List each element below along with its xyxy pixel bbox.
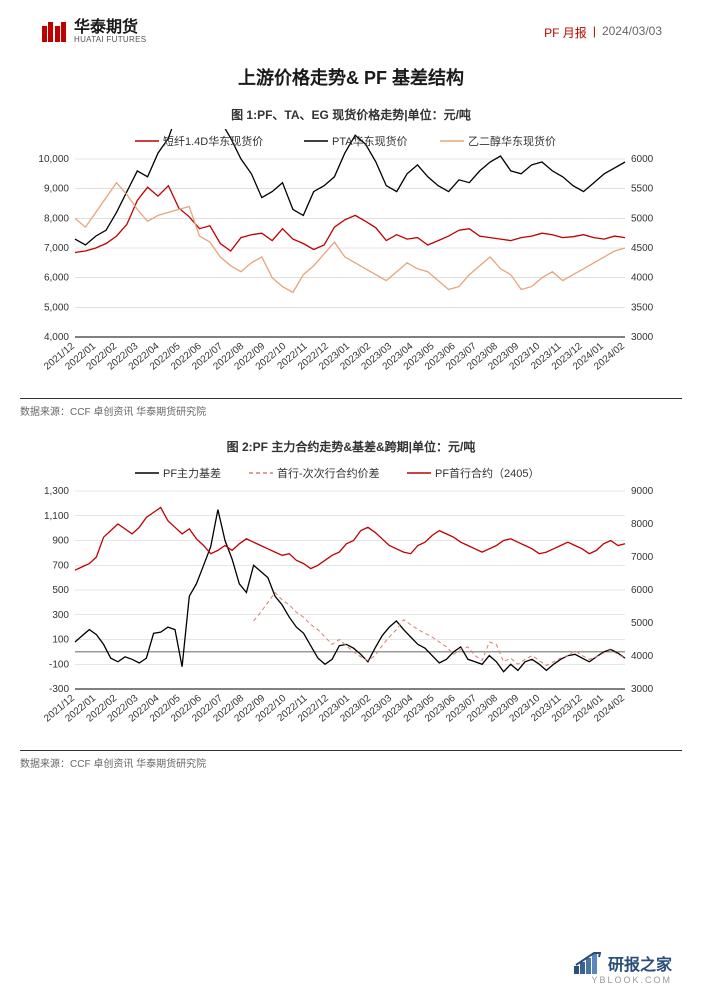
svg-text:6,000: 6,000 [44, 273, 69, 284]
svg-text:乙二醇华东现货价: 乙二醇华东现货价 [468, 134, 556, 148]
chart-1-title: 图 1:PF、TA、EG 现货价格走势|单位：元/吨 [20, 106, 682, 123]
svg-text:3000: 3000 [631, 332, 654, 343]
watermark-url: YBLOOK.COM [591, 975, 672, 985]
svg-text:5500: 5500 [631, 184, 654, 195]
watermark-text: 研报之家 [608, 951, 672, 975]
svg-text:4000: 4000 [631, 651, 654, 662]
svg-text:-100: -100 [49, 659, 69, 670]
svg-text:首行-次次行合约价差: 首行-次次行合约价差 [277, 466, 380, 480]
main-title: 上游价格走势& PF 基差结构 [0, 64, 702, 90]
svg-text:1,300: 1,300 [44, 486, 69, 497]
svg-text:9000: 9000 [631, 486, 654, 497]
svg-text:短纤1.4D华东现货价: 短纤1.4D华东现货价 [163, 134, 263, 148]
svg-text:4,000: 4,000 [44, 332, 69, 343]
svg-text:8000: 8000 [631, 519, 654, 530]
chart-2-title: 图 2:PF 主力合约走势&基差&跨期|单位：元/吨 [20, 438, 682, 455]
svg-text:PTA华东现货价: PTA华东现货价 [332, 134, 408, 148]
svg-text:700: 700 [52, 560, 69, 571]
logo-en-text: HUATAI FUTURES [74, 36, 146, 44]
logo-cn-text: 华泰期货 [74, 20, 146, 36]
watermark-icon [574, 952, 602, 974]
huatai-logo-icon [40, 18, 68, 46]
logo: 华泰期货 HUATAI FUTURES [40, 18, 146, 46]
chart-1-container: 图 1:PF、TA、EG 现货价格走势|单位：元/吨 4,000 5,000 6,0… [20, 106, 682, 394]
svg-text:1,100: 1,100 [44, 511, 69, 522]
chart-1-source: 数据来源：CCF 卓创资讯 华泰期货研究院 [20, 398, 682, 418]
svg-text:PF首行合约（2405）: PF首行合约（2405） [435, 466, 540, 480]
svg-text:5000: 5000 [631, 618, 654, 629]
report-type: PF 月报 [544, 24, 587, 41]
svg-text:500: 500 [52, 585, 69, 596]
svg-text:10,000: 10,000 [38, 154, 69, 165]
svg-text:PF主力基差: PF主力基差 [163, 466, 221, 480]
report-sep: | [593, 24, 596, 41]
chart-2-container: 图 2:PF 主力合约走势&基差&跨期|单位：元/吨 -300 -100 100 30… [20, 438, 682, 746]
svg-text:8,000: 8,000 [44, 213, 69, 224]
svg-text:7,000: 7,000 [44, 243, 69, 254]
svg-text:6000: 6000 [631, 585, 654, 596]
svg-text:3000: 3000 [631, 684, 654, 695]
svg-text:100: 100 [52, 635, 69, 646]
svg-text:900: 900 [52, 536, 69, 547]
chart-2: -300 -100 100 300 500 700 900 1,100 1,300 3000 400… [20, 461, 680, 741]
svg-text:5000: 5000 [631, 213, 654, 224]
svg-text:300: 300 [52, 610, 69, 621]
svg-text:-300: -300 [49, 684, 69, 695]
svg-text:4000: 4000 [631, 273, 654, 284]
chart-2-source: 数据来源：CCF 卓创资讯 华泰期货研究院 [20, 750, 682, 770]
header-right: PF 月报 | 2024/03/03 [544, 24, 662, 41]
svg-text:4500: 4500 [631, 243, 654, 254]
chart-1: 4,000 5,000 6,000 7,000 8,000 9,000 10,000 3000… [20, 129, 680, 389]
svg-text:7000: 7000 [631, 552, 654, 563]
report-date: 2024/03/03 [602, 24, 662, 41]
svg-text:9,000: 9,000 [44, 184, 69, 195]
svg-text:3500: 3500 [631, 302, 654, 313]
svg-text:5,000: 5,000 [44, 302, 69, 313]
svg-text:6000: 6000 [631, 154, 654, 165]
page-header: 华泰期货 HUATAI FUTURES PF 月报 | 2024/03/03 [0, 0, 702, 56]
watermark: 研报之家 [574, 951, 672, 975]
